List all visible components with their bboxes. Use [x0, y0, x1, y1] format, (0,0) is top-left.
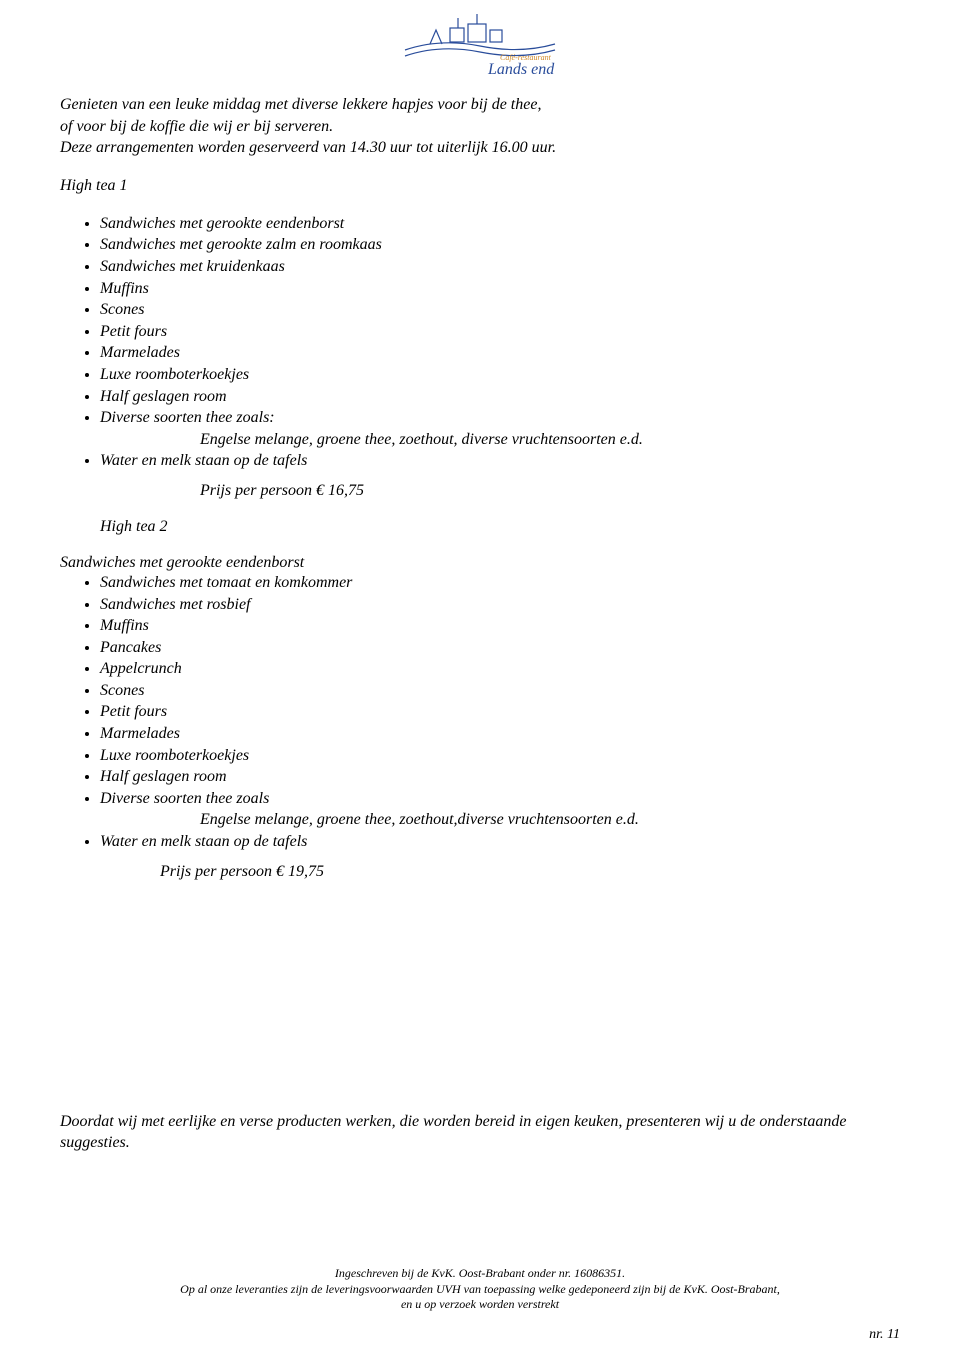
list-item: Half geslagen room — [100, 766, 900, 788]
list-item-text: Diverse soorten thee zoals — [100, 790, 269, 807]
list-item: Sandwiches met gerookte zalm en roomkaas — [100, 234, 900, 256]
list-item: Sandwiches met rosbief — [100, 594, 900, 616]
list-item: Water en melk staan op de tafels — [100, 831, 900, 853]
footer-line-2: Op al onze leveranties zijn de leverings… — [0, 1282, 960, 1298]
hightea1-subline: Engelse melange, groene thee, zoethout, … — [100, 429, 900, 451]
hightea1-list: Sandwiches met gerookte eendenborst Sand… — [60, 213, 900, 472]
list-item: Sandwiches met gerookte eendenborst — [100, 213, 900, 235]
list-item: Muffins — [100, 615, 900, 637]
list-item-text: Diverse soorten thee zoals: — [100, 409, 275, 426]
list-item: Marmelades — [100, 342, 900, 364]
list-item: Sandwiches met kruidenkaas — [100, 256, 900, 278]
list-item: Diverse soorten thee zoals Engelse melan… — [100, 788, 900, 831]
closing-text: Doordat wij met eerlijke en verse produc… — [60, 1111, 900, 1154]
hightea2-lead: Sandwiches met gerookte eendenborst — [60, 554, 900, 572]
intro-line-1: Genieten van een leuke middag met divers… — [60, 94, 900, 116]
list-item: Sandwiches met tomaat en komkommer — [100, 572, 900, 594]
list-item: Water en melk staan op de tafels — [100, 450, 900, 472]
list-item: Diverse soorten thee zoals: Engelse mela… — [100, 407, 900, 450]
list-item: Pancakes — [100, 637, 900, 659]
intro-text: Genieten van een leuke middag met divers… — [60, 94, 900, 159]
hightea2-title: High tea 2 — [60, 518, 900, 536]
list-item: Petit fours — [100, 701, 900, 723]
logo: Café-restaurant Lands end — [400, 10, 560, 80]
hightea2-price: Prijs per persoon € 19,75 — [60, 863, 900, 881]
hightea2-subline: Engelse melange, groene thee, zoethout,d… — [100, 809, 900, 831]
hightea1-title: High tea 1 — [60, 177, 900, 195]
page-number: nr. 11 — [869, 1327, 900, 1343]
svg-text:Lands end: Lands end — [487, 61, 555, 78]
list-item: Marmelades — [100, 723, 900, 745]
hightea1-price: Prijs per persoon € 16,75 — [60, 482, 900, 500]
list-item: Luxe roomboterkoekjes — [100, 745, 900, 767]
intro-line-3: Deze arrangementen worden geserveerd van… — [60, 137, 900, 159]
list-item: Scones — [100, 299, 900, 321]
list-item: Scones — [100, 680, 900, 702]
list-item: Muffins — [100, 278, 900, 300]
intro-line-2: of voor bij de koffie die wij er bij ser… — [60, 116, 900, 138]
list-item: Petit fours — [100, 321, 900, 343]
footer: Ingeschreven bij de KvK. Oost-Brabant on… — [0, 1266, 960, 1313]
list-item: Appelcrunch — [100, 658, 900, 680]
footer-line-3: en u op verzoek worden verstrekt — [0, 1297, 960, 1313]
list-item: Luxe roomboterkoekjes — [100, 364, 900, 386]
footer-line-1: Ingeschreven bij de KvK. Oost-Brabant on… — [0, 1266, 960, 1282]
list-item: Half geslagen room — [100, 386, 900, 408]
hightea2-list: Sandwiches met tomaat en komkommer Sandw… — [60, 572, 900, 853]
